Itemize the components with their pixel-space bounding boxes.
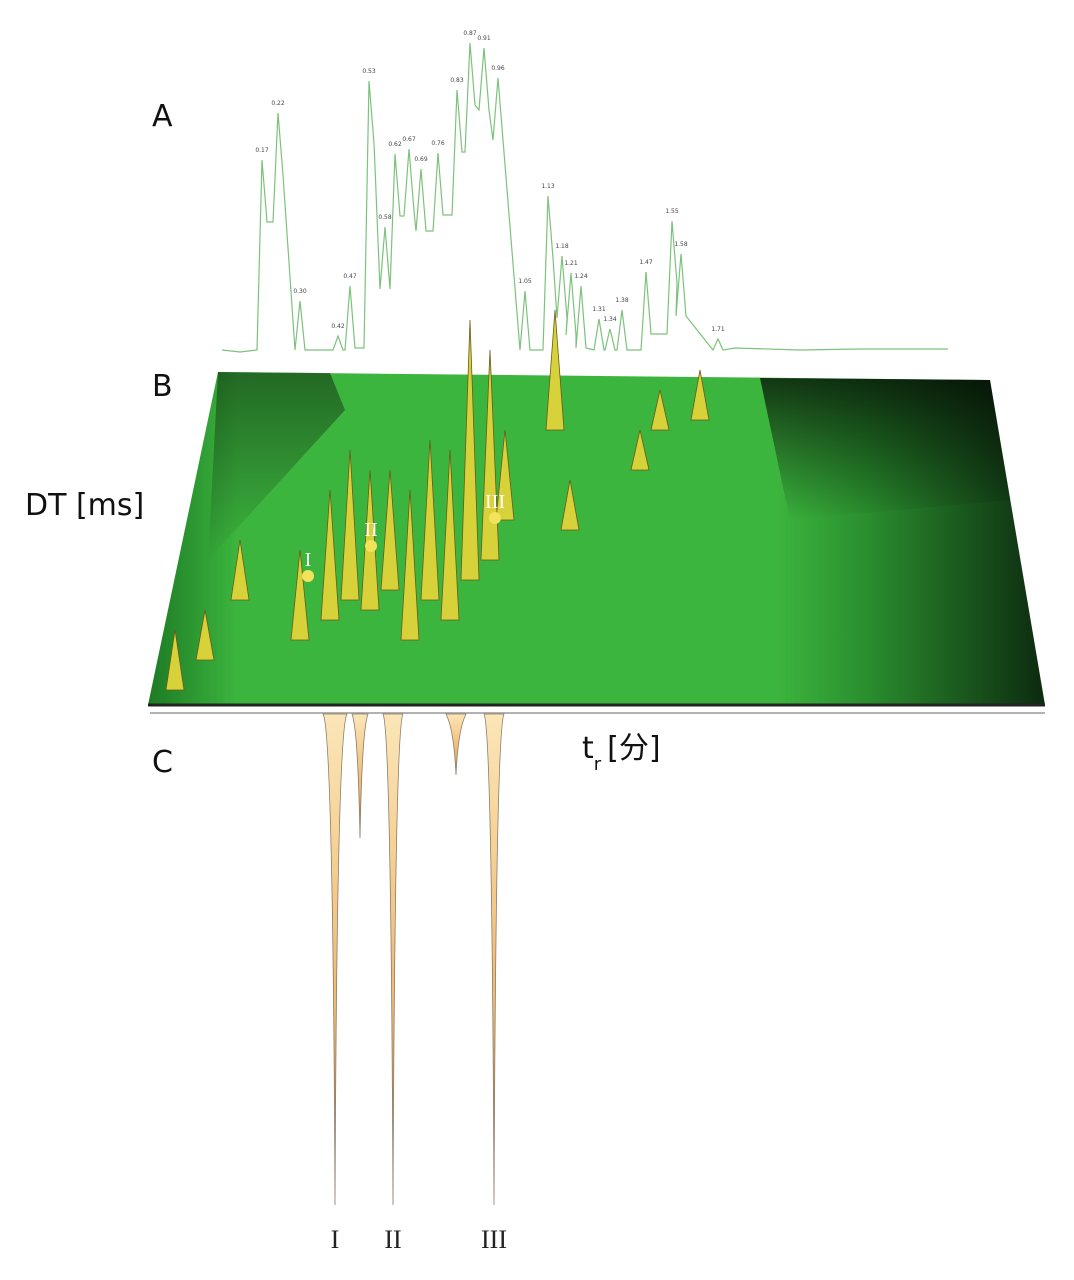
spike <box>340 449 360 601</box>
peak-label: 1.21 <box>564 260 578 267</box>
spike <box>650 389 670 431</box>
peak-c <box>322 713 348 1206</box>
peak-label: 1.58 <box>674 241 688 248</box>
peak-c <box>445 713 467 776</box>
marker-dot <box>365 540 377 552</box>
peak-c <box>351 713 369 839</box>
peak-label: 0.76 <box>431 140 445 147</box>
panel-label: B <box>152 369 173 404</box>
marker-label: I <box>305 549 312 571</box>
spike <box>380 469 400 591</box>
peak-label: 1.47 <box>639 259 653 266</box>
marker-label: II <box>364 519 377 541</box>
spike <box>165 629 185 691</box>
spike <box>545 309 565 431</box>
spike <box>560 479 580 531</box>
trace <box>221 42 948 353</box>
peak-label-c: II <box>384 1225 401 1254</box>
axis-label: DT [ms] <box>25 488 144 523</box>
spike <box>630 429 650 471</box>
spike <box>290 549 310 641</box>
spike <box>690 369 710 421</box>
spike <box>495 429 515 521</box>
peak-label: 0.53 <box>362 68 376 75</box>
peak-label: 0.69 <box>414 156 428 163</box>
panel-label: A <box>152 99 173 134</box>
peak-label: 1.71 <box>711 326 725 333</box>
peak-label: 0.91 <box>477 35 491 42</box>
spike <box>230 539 250 601</box>
peak-c <box>483 713 505 1206</box>
spike <box>320 489 340 621</box>
spike <box>195 609 215 661</box>
peak-label: 0.62 <box>388 141 402 148</box>
marker-dot <box>302 570 314 582</box>
axis-label-unit: [分] <box>607 731 660 766</box>
peak-label: 1.13 <box>541 183 555 190</box>
peak-label-c: III <box>481 1225 507 1254</box>
peaks-c <box>322 713 505 1206</box>
peak-label-c: I <box>331 1225 340 1254</box>
panel-label: C <box>152 745 173 780</box>
axis-label-sub: r <box>594 754 602 775</box>
axis-label: tr [分] <box>582 731 661 775</box>
spike <box>440 449 460 621</box>
spike <box>460 319 480 581</box>
spikes <box>165 309 710 691</box>
marker-label: III <box>485 491 505 513</box>
peak-label: 0.67 <box>402 136 416 143</box>
spike <box>480 349 500 561</box>
peak-label: 0.96 <box>491 65 505 72</box>
peak-label: 1.05 <box>518 278 532 285</box>
peak-label: 1.55 <box>665 208 679 215</box>
peak-label: 1.34 <box>603 316 617 323</box>
peak-label: 1.18 <box>555 243 569 250</box>
spike <box>360 469 380 611</box>
peak-label: 0.87 <box>463 30 477 37</box>
peak-label: 1.31 <box>592 306 606 313</box>
peak-label: 0.83 <box>450 77 464 84</box>
spike <box>400 489 420 641</box>
peak-label: 0.17 <box>255 147 269 154</box>
axis-label-main: t <box>582 731 594 766</box>
peak-label: 1.38 <box>615 297 629 304</box>
peak-label: 0.47 <box>343 273 357 280</box>
peak-label: 0.22 <box>271 100 285 107</box>
surface-shade <box>760 378 1010 520</box>
peak-label: 0.30 <box>293 288 307 295</box>
peak-label: 0.58 <box>378 214 392 221</box>
surface-shade <box>208 372 345 560</box>
peak-label: 1.24 <box>574 273 588 280</box>
peak-c <box>382 713 404 1206</box>
spike <box>420 439 440 601</box>
peak-label: 0.42 <box>331 323 345 330</box>
marker-dot <box>489 512 501 524</box>
